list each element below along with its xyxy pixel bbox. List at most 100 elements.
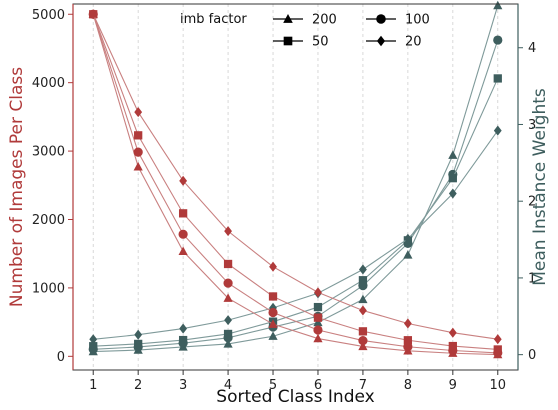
weights-point-50 — [89, 342, 98, 351]
images-point-20 — [314, 287, 322, 298]
right-y-tick-label: 4 — [528, 41, 536, 56]
images-point-50 — [403, 336, 413, 345]
weights-point-50 — [178, 335, 188, 345]
images-line-20 — [92, 14, 498, 340]
images-line-100 — [92, 14, 498, 354]
images-point-50 — [448, 341, 457, 351]
left-y-tick-label: 4000 — [32, 76, 65, 91]
left-y-tick-label: 1000 — [32, 281, 65, 296]
images-point-50 — [134, 131, 143, 140]
legend-label-20: 20 — [405, 35, 422, 50]
legend-marker-50 — [283, 36, 293, 46]
right-y-tick-label: 1 — [528, 271, 536, 286]
weights-point-20 — [179, 323, 188, 334]
images-point-50 — [178, 209, 188, 218]
x-tick-label: 9 — [449, 378, 457, 393]
images-point-100 — [133, 147, 143, 157]
images-point-50 — [358, 327, 368, 336]
legend-marker-100 — [376, 14, 386, 24]
weights-point-20 — [493, 125, 502, 136]
grid-lines — [92, 4, 499, 370]
images-line-50 — [92, 14, 498, 351]
x-tick-label: 5 — [269, 378, 277, 393]
x-tick-label: 1 — [89, 378, 97, 393]
legend-title: imb factor — [180, 12, 247, 27]
weights-point-20 — [448, 188, 457, 199]
images-point-20 — [179, 175, 188, 186]
weights-point-50 — [223, 329, 233, 339]
images-point-50 — [223, 259, 233, 269]
plot-frame — [72, 3, 519, 371]
weights-point-20 — [403, 233, 412, 244]
images-point-100 — [223, 278, 233, 288]
left-y-tick-label: 3000 — [32, 145, 65, 160]
images-point-200 — [133, 161, 143, 171]
left-y-axis: 0 1000 2000 3000 4000 5000 — [32, 4, 74, 370]
left-y-tick-label: 0 — [57, 350, 65, 365]
x-tick-label: 6 — [314, 378, 322, 393]
images-point-200 — [358, 341, 368, 351]
images-point-20 — [403, 318, 412, 329]
images-point-200 — [268, 319, 278, 328]
images-point-20 — [269, 261, 277, 272]
legend-marker-20 — [376, 35, 386, 47]
images-point-200 — [178, 246, 188, 255]
legend-marker-200 — [283, 13, 293, 23]
images-point-20 — [448, 327, 457, 338]
right-y-tick-label: 3 — [528, 118, 536, 133]
x-tick-label: 7 — [359, 378, 367, 393]
images-point-20 — [359, 305, 367, 316]
left-y-axis-title: Number of Images Per Class — [7, 67, 27, 307]
x-tick-label: 3 — [179, 378, 187, 393]
images-point-200 — [313, 333, 323, 343]
images-point-100 — [178, 229, 188, 239]
images-point-100 — [268, 307, 278, 318]
weights-point-200 — [358, 294, 368, 304]
x-axis: 1 2 3 4 5 6 7 8 9 10 — [89, 370, 506, 393]
right-y-axis: 0 1 2 3 4 — [517, 4, 536, 370]
right-series-layer — [88, 0, 503, 356]
legend-label-200: 200 — [312, 13, 337, 28]
weights-point-50 — [493, 74, 502, 83]
weights-point-200 — [493, 0, 503, 10]
legend-label-50: 50 — [312, 35, 329, 50]
legend-label-100: 100 — [405, 13, 430, 28]
images-line-200 — [92, 14, 498, 356]
x-axis-title: Sorted Class Index — [216, 387, 374, 407]
images-point-20 — [224, 226, 232, 237]
images-point-50 — [313, 313, 323, 322]
x-tick-label: 4 — [224, 378, 232, 393]
weights-line-50 — [93, 78, 499, 347]
weights-line-200 — [93, 5, 499, 353]
images-point-200 — [223, 293, 233, 302]
images-point-100 — [358, 335, 368, 346]
weights-line-100 — [93, 39, 499, 350]
left-y-tick-label: 5000 — [32, 8, 65, 23]
weights-point-20 — [224, 315, 232, 326]
weights-point-200 — [313, 317, 323, 327]
images-point-20 — [134, 107, 143, 118]
left-y-tick-label: 2000 — [32, 213, 65, 228]
weights-point-100 — [493, 35, 503, 45]
weights-point-200 — [268, 331, 278, 340]
left-series-layer — [88, 9, 503, 359]
weights-point-50 — [358, 276, 368, 285]
images-point-100 — [313, 325, 323, 335]
weights-point-50 — [134, 339, 143, 349]
weights-line-20 — [93, 130, 499, 340]
x-tick-label: 10 — [489, 378, 506, 393]
x-tick-label: 2 — [134, 378, 142, 393]
weights-point-20 — [359, 264, 367, 275]
weights-point-200 — [223, 339, 233, 348]
weights-point-50 — [448, 174, 457, 183]
right-y-axis-title: Mean Instance Weights — [530, 88, 550, 286]
weights-point-20 — [89, 334, 98, 345]
weights-point-50 — [313, 302, 323, 312]
images-point-100 — [403, 342, 413, 352]
images-point-50 — [268, 292, 278, 301]
x-tick-label: 8 — [404, 378, 412, 393]
images-point-50 — [493, 345, 502, 354]
weights-point-20 — [134, 329, 143, 340]
legend: imb factor 200 100 50 20 — [180, 12, 430, 50]
